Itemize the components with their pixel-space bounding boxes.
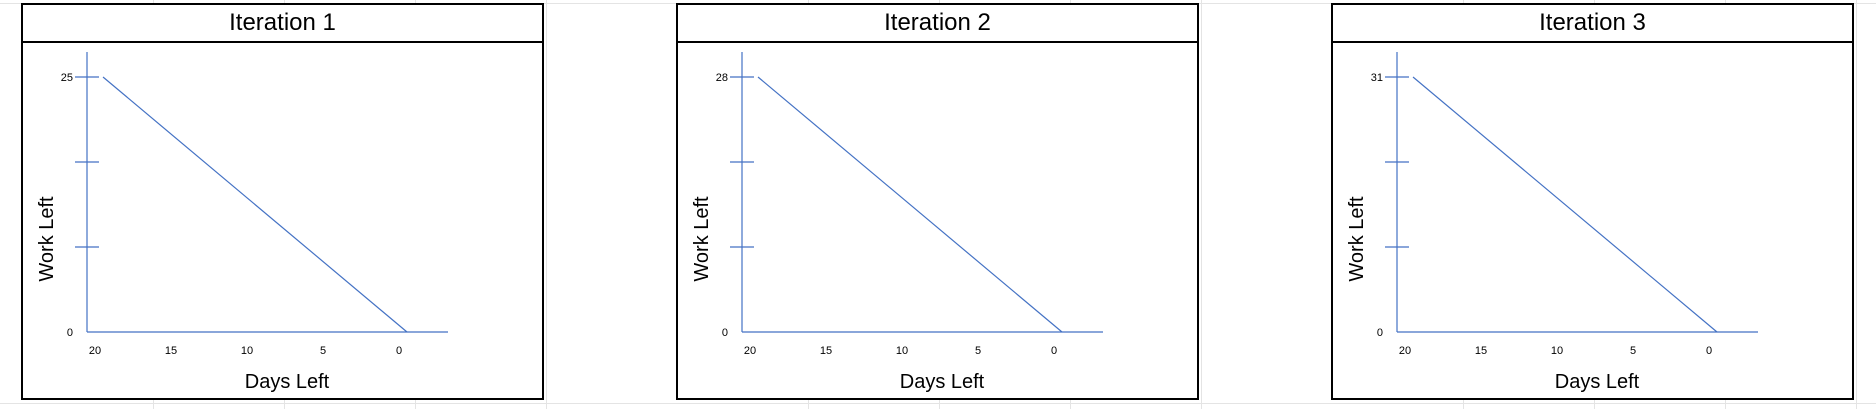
x-tick-label: 10 [1551,345,1563,357]
x-axis-title: Days Left [245,371,330,393]
plot-area: 0 25 20 15 10 5 0 Days Left Work Left [23,43,542,398]
x-tick-label: 20 [1399,345,1411,357]
x-tick-label: 5 [975,345,981,357]
plot-area: 0 31 20 15 10 5 0 Days Left Work Left [1333,43,1852,398]
burndown-line [757,76,1063,333]
plot-area: 0 28 20 15 10 5 0 Days Left Work Left [678,43,1197,398]
burndown-line [1412,76,1718,333]
y-axis-title: Work Left [1346,196,1368,282]
sheet-gridline [0,403,1876,404]
y-tick-label: 28 [716,72,728,84]
chart-title: Iteration 2 [678,5,1197,43]
sheet-gridline [1201,0,1202,409]
chart-svg: 0 25 20 15 10 5 0 Days Left Work Left [36,52,448,393]
x-tick-label: 5 [320,345,326,357]
y-tick-label: 0 [67,327,73,339]
chart-panel-3[interactable]: Iteration 3 0 31 20 15 10 5 0 Days Left Work Lef… [1331,3,1854,400]
y-axis-title: Work Left [36,196,58,282]
y-tick-label: 0 [1377,327,1383,339]
x-tick-label: 0 [396,345,402,357]
sheet-gridline [546,0,547,409]
x-axis-title: Days Left [1555,371,1640,393]
x-tick-label: 15 [820,345,832,357]
chart-title: Iteration 3 [1333,5,1852,43]
x-tick-label: 15 [1475,345,1487,357]
chart-title: Iteration 1 [23,5,542,43]
y-axis-title: Work Left [691,196,713,282]
x-tick-label: 20 [89,345,101,357]
chart-svg: 0 31 20 15 10 5 0 Days Left Work Left [1346,52,1758,393]
x-tick-label: 10 [896,345,908,357]
chart-panel-2[interactable]: Iteration 2 0 28 20 15 10 5 0 Days Left Work Lef… [676,3,1199,400]
chart-svg: 0 28 20 15 10 5 0 Days Left Work Left [691,52,1103,393]
chart-panel-1[interactable]: Iteration 1 0 25 20 15 10 5 0 Days Left Work Lef… [21,3,544,400]
y-tick-label: 0 [722,327,728,339]
y-tick-label: 31 [1371,72,1383,84]
x-tick-label: 10 [241,345,253,357]
x-tick-label: 5 [1630,345,1636,357]
x-tick-label: 20 [744,345,756,357]
x-axis-title: Days Left [900,371,985,393]
x-tick-label: 0 [1706,345,1712,357]
x-tick-label: 0 [1051,345,1057,357]
burndown-line [102,76,408,333]
y-tick-label: 25 [61,72,73,84]
x-tick-label: 15 [165,345,177,357]
sheet-gridline [1856,0,1857,409]
